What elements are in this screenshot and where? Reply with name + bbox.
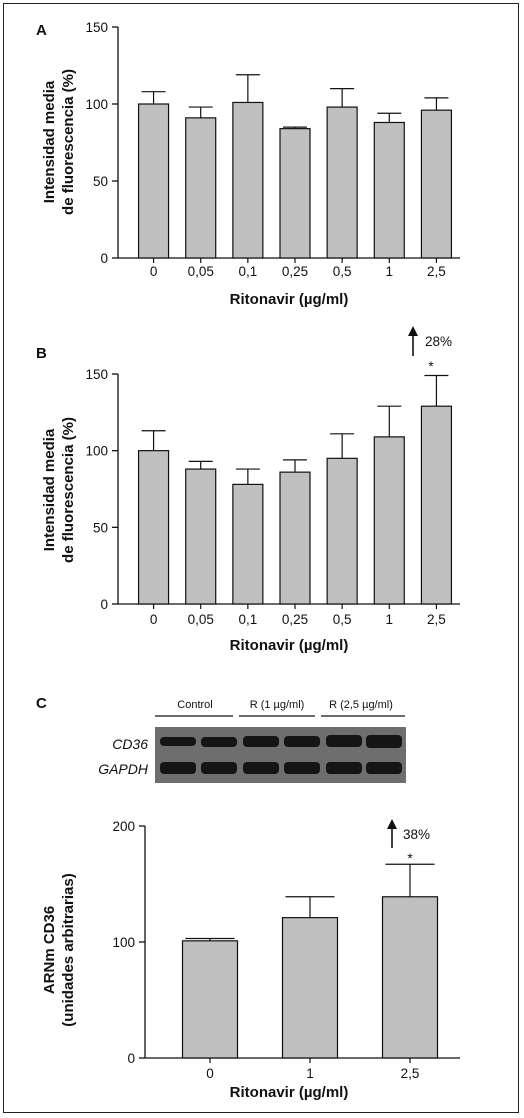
chart-b-bar <box>420 405 453 605</box>
chart-b-xtick-label: 0,25 <box>282 612 308 627</box>
blot-band-gapdh-2 <box>201 762 237 774</box>
chart-a-ylabel-line1: Intensidad media <box>41 80 58 203</box>
chart-b-ytick-label: 50 <box>93 520 108 535</box>
chart-b-significance-star: * <box>428 359 434 374</box>
chart-a-ytick-label: 150 <box>85 20 108 35</box>
chart-c-annotation-text: 38% <box>403 827 430 842</box>
chart-b-up-arrow-icon <box>408 326 418 336</box>
blot-band-gapdh-3 <box>243 762 279 774</box>
chart-a-ytick-label: 0 <box>100 251 108 266</box>
chart-c-up-arrow-icon <box>387 819 397 829</box>
panel-label-a: A <box>36 22 47 39</box>
blot-group-label-r1: R (1 µg/ml) <box>250 699 305 711</box>
blot-band-cd36-2 <box>201 737 237 747</box>
blot-row-label-gapdh: GAPDH <box>98 761 149 777</box>
chart-c-bar <box>181 940 239 1059</box>
chart-b-xtick-label: 0,1 <box>238 612 257 627</box>
panel-label-c: C <box>36 695 47 712</box>
chart-b-xtick-label: 1 <box>386 612 394 627</box>
chart-b-bar <box>326 457 358 605</box>
chart-a-ytick-label: 50 <box>93 174 108 189</box>
blot-row-label-cd36: CD36 <box>112 736 148 752</box>
chart-a-bar <box>373 121 405 259</box>
chart-b-bar <box>137 450 170 605</box>
chart-a-xtick-label: 2,5 <box>427 264 446 279</box>
chart-b-xtick-label: 0,5 <box>333 612 352 627</box>
blot-group-label-control: Control <box>177 699 212 711</box>
blot-band-cd36-3 <box>243 736 279 747</box>
chart-a-bar <box>326 106 358 259</box>
chart-a-ylabel-line2: de fluorescencia (%) <box>60 69 77 215</box>
chart-c-xtick-label: 0 <box>206 1066 214 1081</box>
chart-a-xlabel: Ritonavir (µg/ml) <box>230 291 349 308</box>
chart-b-xlabel: Ritonavir (µg/ml) <box>230 637 349 654</box>
chart-b-ylabel-line1: Intensidad media <box>41 428 58 551</box>
chart-a-bar <box>185 117 217 259</box>
chart-a-xtick-label: 0,5 <box>333 264 352 279</box>
blot-band-gapdh-5 <box>326 762 362 774</box>
chart-a-ytick-label: 100 <box>85 97 108 112</box>
chart-b-xtick-label: 0 <box>150 612 158 627</box>
chart-a-xtick-label: 0,25 <box>282 264 308 279</box>
chart-b-bar <box>279 471 311 605</box>
chart-b-ytick-label: 100 <box>85 444 108 459</box>
chart-b-bar <box>185 468 217 605</box>
chart-c-bar <box>381 896 439 1059</box>
chart-c-xtick-label: 2,5 <box>401 1066 420 1081</box>
blot-band-gapdh-6 <box>366 762 402 774</box>
chart-b-ytick-label: 150 <box>85 367 108 382</box>
chart-b-bar <box>373 436 405 605</box>
chart-c-xtick-label: 1 <box>306 1066 314 1081</box>
chart-c-ytick-label: 100 <box>112 935 135 950</box>
chart-c-ylabel: ARNm CD36 (unidades arbitrarias) <box>41 873 77 1026</box>
chart-a-bar <box>420 109 453 259</box>
chart-c-annotation: 38% * <box>387 819 430 866</box>
chart-b-xtick-label: 2,5 <box>427 612 446 627</box>
chart-a-bar <box>137 103 170 259</box>
western-blot: Control R (1 µg/ml) R (2,5 µg/ml) CD36 G… <box>98 699 406 783</box>
chart-c-ytick-label: 200 <box>112 819 135 834</box>
blot-band-cd36-4 <box>284 736 320 747</box>
chart-a-bar <box>232 101 264 259</box>
chart-a-bar <box>279 128 311 259</box>
chart-c-bar <box>281 917 339 1059</box>
chart-a-xtick-label: 0,1 <box>238 264 257 279</box>
chart-a-plot: 0 50 100 150 0 0,05 0,1 0,25 0,5 1 2,5 <box>85 20 460 279</box>
chart-b-annotation-text: 28% <box>425 334 452 349</box>
chart-c-plot: 0 100 200 0 1 2,5 <box>112 819 460 1081</box>
chart-a-xtick-label: 0 <box>150 264 158 279</box>
blot-group-label-r25: R (2,5 µg/ml) <box>329 699 393 711</box>
chart-c-ytick-label: 0 <box>127 1051 135 1066</box>
blot-band-gapdh-1 <box>160 762 196 774</box>
blot-band-cd36-5 <box>326 735 362 747</box>
panel-label-b: B <box>36 345 47 362</box>
chart-a-ylabel: Intensidad media de fluorescencia (%) <box>41 69 77 215</box>
chart-c-significance-star: * <box>407 851 413 866</box>
chart-c-ylabel-line2: (unidades arbitrarias) <box>60 873 77 1026</box>
chart-b-plot: 0 50 100 150 0 0,05 0,1 0,25 0,5 1 2,5 <box>85 367 460 627</box>
chart-a-xtick-label: 0,05 <box>188 264 214 279</box>
blot-band-gapdh-4 <box>284 762 320 774</box>
blot-band-cd36-6 <box>366 735 402 748</box>
chart-b-bar <box>232 483 264 605</box>
chart-c-xlabel: Ritonavir (µg/ml) <box>230 1084 349 1101</box>
chart-b-ylabel-line2: de fluorescencia (%) <box>60 417 77 563</box>
chart-c-ylabel-line1: ARNm CD36 <box>41 906 58 994</box>
chart-b-xtick-label: 0,05 <box>188 612 214 627</box>
blot-band-cd36-1 <box>160 737 196 746</box>
chart-b-ytick-label: 0 <box>100 597 108 612</box>
chart-b-ylabel: Intensidad media de fluorescencia (%) <box>41 417 77 563</box>
blot-background <box>155 727 406 783</box>
chart-b-annotation: 28% * <box>408 326 452 374</box>
chart-a-xtick-label: 1 <box>386 264 394 279</box>
